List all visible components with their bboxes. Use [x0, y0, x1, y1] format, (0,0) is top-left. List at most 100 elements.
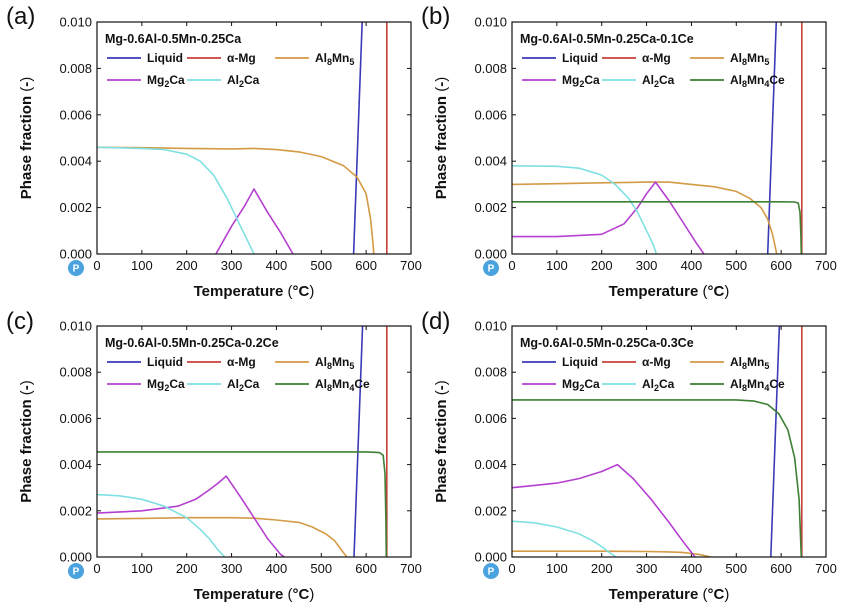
series-line-liquid	[352, 22, 363, 254]
legend-label-al8mn4ce: Al8Mn4Ce	[730, 377, 785, 393]
y-axis-title: Phase fraction (-)	[433, 77, 450, 200]
x-tick-label: 700	[815, 258, 837, 273]
y-tick-label: 0.002	[474, 503, 507, 518]
y-tick-label: 0.004	[474, 457, 507, 472]
x-tick-label: 700	[815, 561, 837, 576]
legend-label-al8mn5: Al8Mn5	[315, 51, 354, 67]
legend-label-mg2ca: Mg2Ca	[147, 73, 185, 89]
series-line-al8mn5	[97, 146, 375, 254]
y-tick-label: 0.000	[474, 550, 507, 565]
panel-label: (b)	[421, 3, 450, 30]
watermark-icon	[68, 563, 84, 579]
watermark-icon	[483, 563, 499, 579]
legend-label-al2ca: Al2Ca	[227, 377, 260, 393]
y-axis-title: Phase fraction (-)	[433, 380, 450, 503]
watermark-icon-label: P	[73, 264, 80, 275]
series-line-al8mn5	[512, 181, 778, 254]
x-tick-label: 600	[770, 561, 792, 576]
series-line-al2ca	[512, 520, 617, 557]
x-tick-label: 300	[221, 258, 243, 273]
y-tick-label: 0.010	[59, 15, 92, 30]
chart-panel-d: (d) 0 100 200 300 400 500 600 700 0.000 0.002 0.004…	[421, 308, 837, 603]
x-axis-title: Temperature (°C)	[609, 283, 730, 300]
legend-label-mg2ca: Mg2Ca	[562, 377, 600, 393]
series-line-al8mn5	[97, 516, 348, 557]
y-tick-label: 0.008	[59, 61, 92, 76]
watermark-icon-label: P	[73, 567, 80, 578]
series-line-al2ca	[512, 165, 658, 254]
series-line-liquid	[353, 326, 364, 557]
x-tick-label: 500	[310, 258, 332, 273]
legend-label-liquid: Liquid	[147, 51, 183, 65]
series-line-al8mn5	[512, 550, 711, 557]
series-line-mg2ca	[215, 188, 294, 254]
y-tick-label: 0.008	[474, 61, 507, 76]
y-tick-label: 0.002	[474, 200, 507, 215]
x-tick-label: 100	[546, 561, 568, 576]
y-axis-title: Phase fraction (-)	[18, 380, 35, 503]
x-tick-label: 300	[221, 561, 243, 576]
y-tick-label: 0.000	[59, 247, 92, 262]
series-line-liquid	[766, 22, 778, 254]
x-tick-label: 0	[508, 258, 515, 273]
x-tick-label: 300	[636, 258, 658, 273]
x-tick-label: 200	[176, 561, 198, 576]
legend-label-al8mn5: Al8Mn5	[315, 355, 354, 371]
x-tick-label: 500	[725, 561, 747, 576]
legend-label-liquid: Liquid	[562, 51, 598, 65]
series-line-mg2ca	[97, 475, 285, 557]
x-tick-label: 100	[131, 258, 153, 273]
legend-label-liquid: Liquid	[562, 355, 598, 369]
y-tick-label: 0.006	[474, 411, 507, 426]
x-axis-title: Temperature (°C)	[194, 586, 315, 603]
x-axis-title: Temperature (°C)	[194, 283, 315, 300]
x-tick-label: 0	[93, 561, 100, 576]
panel-title: Mg-0.6Al-0.5Mn-0.25Ca-0.2Ce	[105, 336, 279, 350]
y-tick-label: 0.006	[474, 107, 507, 122]
panel-label: (d)	[421, 308, 450, 335]
chart-panel-c: (c) 0 100 200 300 400 500 600 700 0.000 0.002 0.004…	[6, 308, 422, 603]
y-tick-label: 0.000	[59, 550, 92, 565]
series-line-mg2ca	[512, 181, 705, 254]
y-tick-label: 0.010	[59, 319, 92, 334]
x-tick-label: 700	[400, 561, 422, 576]
series-line-al2ca	[97, 493, 226, 557]
panel-label: (a)	[6, 3, 35, 30]
y-tick-label: 0.006	[59, 411, 92, 426]
x-tick-label: 100	[546, 258, 568, 273]
plot-frame	[511, 325, 827, 558]
y-tick-label: 0.002	[59, 503, 92, 518]
watermark-icon	[483, 260, 499, 276]
legend-label-al8mn5: Al8Mn5	[730, 355, 769, 371]
panel-title: Mg-0.6Al-0.5Mn-0.25Ca	[105, 32, 242, 46]
x-tick-label: 600	[355, 258, 377, 273]
x-tick-label: 0	[508, 561, 515, 576]
y-tick-label: 0.008	[59, 365, 92, 380]
x-tick-label: 400	[681, 561, 703, 576]
x-tick-label: 500	[310, 561, 332, 576]
legend-label-alpha-mg: α-Mg	[227, 51, 256, 65]
x-tick-label: 400	[266, 258, 288, 273]
x-axis-title: Temperature (°C)	[609, 586, 730, 603]
x-tick-label: 400	[266, 561, 288, 576]
panel-title: Mg-0.6Al-0.5Mn-0.25Ca-0.3Ce	[520, 336, 694, 350]
legend-label-al2ca: Al2Ca	[642, 73, 675, 89]
watermark-icon	[68, 260, 84, 276]
plot-frame	[96, 21, 412, 255]
plot-frame	[511, 21, 827, 255]
y-tick-label: 0.000	[474, 247, 507, 262]
legend-label-alpha-mg: α-Mg	[642, 51, 671, 65]
legend-label-liquid: Liquid	[147, 355, 183, 369]
legend-label-alpha-mg: α-Mg	[642, 355, 671, 369]
x-tick-label: 600	[770, 258, 792, 273]
x-tick-label: 200	[591, 258, 613, 273]
series-line-al8mn4ce	[512, 399, 803, 557]
x-tick-label: 300	[636, 561, 658, 576]
series-line-al8mn4ce	[512, 201, 803, 254]
series-line-al8mn4ce	[97, 451, 388, 557]
y-tick-label: 0.004	[474, 154, 507, 169]
watermark-icon-label: P	[488, 264, 495, 275]
x-tick-label: 0	[93, 258, 100, 273]
panel-title: Mg-0.6Al-0.5Mn-0.25Ca-0.1Ce	[520, 32, 694, 46]
